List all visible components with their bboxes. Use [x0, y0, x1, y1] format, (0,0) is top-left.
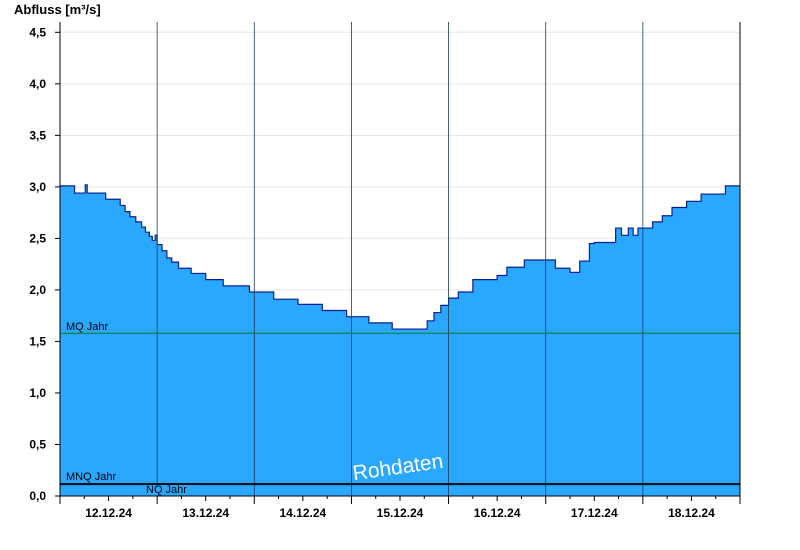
- y-tick-label-1: 0,5: [29, 437, 46, 451]
- x-ticks: 12.12.24 13.12.24 14.12.24 15.12.24 16.12.24…: [59, 496, 741, 520]
- y-tick-label-7: 3,5: [29, 128, 46, 142]
- y-tick-label-5: 2,5: [29, 231, 46, 245]
- y-tick-label-2: 1,0: [29, 386, 46, 400]
- y-tick-label-4: 2,0: [29, 283, 46, 297]
- y-tick-label-3: 1,5: [29, 334, 46, 348]
- discharge-area: [60, 184, 740, 496]
- day-separators: [156, 22, 644, 496]
- x-tick-label-5: 17.12.24: [571, 506, 618, 520]
- y-tick-label-8: 4,0: [29, 77, 46, 91]
- nq-label-bg: [142, 485, 198, 496]
- x-tick-label-1: 13.12.24: [182, 506, 229, 520]
- x-tick-label-3: 15.12.24: [377, 506, 424, 520]
- y-ticks: 0,0 0,5 1,0 1,5 2,0 2,5 3,0 3,5 4,0 4,5: [29, 25, 60, 503]
- y-tick-label-6: 3,0: [29, 180, 46, 194]
- x-tick-label-6: 18.12.24: [668, 506, 715, 520]
- discharge-line: [60, 184, 740, 330]
- x-tick-label-4: 16.12.24: [474, 506, 521, 520]
- mnq-label: MNQ Jahr: [66, 471, 116, 483]
- y-tick-label-9: 4,5: [29, 25, 46, 39]
- y-axis-label: Abfluss [m³/s]: [14, 2, 101, 17]
- x-tick-label-2: 14.12.24: [279, 506, 326, 520]
- y-tick-label-0: 0,0: [29, 489, 46, 503]
- discharge-fill: [60, 184, 740, 496]
- nq-label: NQ Jahr: [146, 484, 187, 496]
- x-tick-label-0: 12.12.24: [85, 506, 132, 520]
- reference-lines: MQ Jahr MNQ Jahr NQ Jahr: [60, 321, 740, 496]
- mq-label: MQ Jahr: [66, 321, 109, 333]
